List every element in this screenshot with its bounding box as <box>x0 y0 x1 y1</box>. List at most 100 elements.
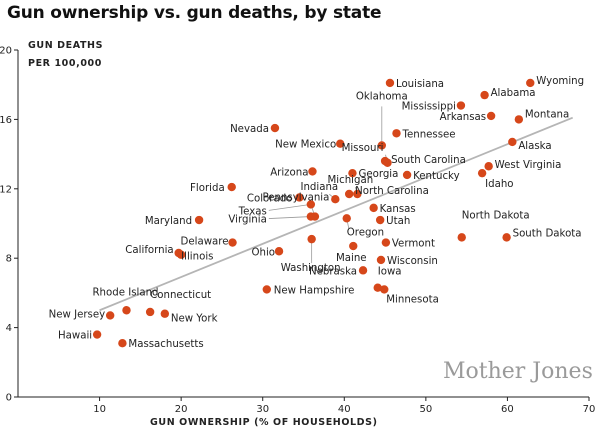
point-wisconsin <box>376 255 386 265</box>
y-tick-label: 4 <box>6 323 12 334</box>
point-arkansas <box>486 111 496 121</box>
point-texas <box>306 200 316 209</box>
label-massachusetts: Massachusetts <box>128 339 203 350</box>
leader-line-texas <box>268 204 311 211</box>
label-hawaii: Hawaii <box>58 331 92 342</box>
point-arizona <box>308 167 317 176</box>
label-west-virginia: West Virginia <box>495 160 562 171</box>
point-ohio <box>274 247 284 256</box>
label-tennessee: Tennessee <box>401 129 455 140</box>
point-oregon <box>342 214 351 223</box>
label-ohio: Ohio <box>251 247 275 258</box>
label-south-dakota: South Dakota <box>513 228 582 239</box>
point-illinois <box>176 250 186 259</box>
label-minnesota: Minnesota <box>386 294 439 305</box>
point-new-jersey <box>105 311 115 320</box>
point-new-york <box>160 309 170 318</box>
label-virginia: Virginia <box>228 215 266 226</box>
label-oregon: Oregon <box>347 227 384 238</box>
label-florida: Florida <box>190 183 225 194</box>
label-mississippi: Mississippi <box>402 102 456 113</box>
point-rhode-island <box>122 306 131 315</box>
point-south-carolina <box>380 156 390 166</box>
label-alaska: Alaska <box>518 141 551 152</box>
x-tick-label: 60 <box>501 404 514 415</box>
axes: 10 20 30 40 50 60 70 0 4 8 12 16 20 <box>0 46 595 416</box>
leader-line-virginia <box>268 216 311 219</box>
label-new-york: New York <box>171 314 218 325</box>
label-wyoming: Wyoming <box>536 76 584 87</box>
point-minnesota <box>380 285 389 294</box>
label-montana: Montana <box>525 109 569 120</box>
label-north-carolina: North Carolina <box>355 186 429 197</box>
label-new-jersey: New Jersey <box>49 309 106 320</box>
label-utah: Utah <box>386 216 410 227</box>
x-tick-label: 50 <box>419 404 432 415</box>
point-wyoming <box>526 78 535 88</box>
y-tick-label: 20 <box>0 46 12 57</box>
point-idaho <box>477 168 487 178</box>
point-massachusetts <box>118 339 127 348</box>
point-nevada <box>270 123 280 133</box>
y-tick-label: 12 <box>0 184 12 195</box>
point-mississippi <box>456 101 466 110</box>
x-tick-label: 40 <box>338 404 351 415</box>
x-tick-label: 10 <box>93 404 106 415</box>
mother-jones-logo: Mother Jones <box>443 359 593 384</box>
label-new-hampshire: New Hampshire <box>274 285 355 296</box>
y-tick-label: 0 <box>6 393 12 404</box>
label-rhode-island: Rhode Island <box>92 287 158 298</box>
point-indiana <box>331 195 340 204</box>
point-louisiana <box>385 78 395 88</box>
label-nevada: Nevada <box>230 124 269 135</box>
label-washington: Washington <box>281 263 341 274</box>
label-new-mexico: New Mexico <box>275 140 336 151</box>
label-kansas: Kansas <box>380 204 416 215</box>
point-kansas <box>369 203 378 213</box>
point-new-mexico <box>336 139 345 148</box>
point-connecticut <box>145 307 155 317</box>
point-maine <box>349 241 358 251</box>
point-florida <box>227 182 236 192</box>
label-illinois: Illinois <box>181 252 213 263</box>
label-connecticut: Connecticut <box>150 290 211 301</box>
label-oklahoma: Oklahoma <box>356 91 408 102</box>
label-maine: Maine <box>336 253 367 264</box>
point-montana <box>514 115 524 124</box>
point-oklahoma <box>377 141 387 150</box>
point-north-dakota <box>457 233 466 242</box>
label-south-carolina: South Carolina <box>391 155 466 166</box>
label-wisconsin: Wisconsin <box>387 256 438 267</box>
label-maryland: Maryland <box>145 216 192 227</box>
label-vermont: Vermont <box>392 239 435 250</box>
label-colorado: Colorado <box>247 193 293 204</box>
point-colorado <box>295 193 304 202</box>
label-kentucky: Kentucky <box>413 171 460 182</box>
label-alabama: Alabama <box>491 88 536 99</box>
point-nebraska <box>358 266 368 275</box>
point-kentucky <box>402 170 412 180</box>
label-georgia: Georgia <box>358 169 398 180</box>
data-points <box>92 78 535 348</box>
point-utah <box>375 215 385 225</box>
point-alaska <box>508 137 517 147</box>
x-tick-label: 70 <box>583 404 596 415</box>
point-maryland <box>194 215 204 225</box>
chart-title: Gun ownership vs. gun deaths, by state <box>7 3 382 23</box>
point-alabama <box>480 90 489 100</box>
label-pennsylvania: Pennsylvania <box>262 193 329 204</box>
point-south-dakota <box>502 233 511 242</box>
label-iowa: Iowa <box>378 267 402 278</box>
label-arizona: Arizona <box>270 167 308 178</box>
point-west-virginia <box>484 162 493 171</box>
label-california: California <box>125 245 173 256</box>
label-texas: Texas <box>238 206 267 217</box>
label-michigan: Michigan <box>327 175 373 186</box>
x-axis-label: GUN OWNERSHIP (% OF HOUSEHOLDS) <box>150 417 378 428</box>
trend-line <box>99 116 574 312</box>
point-delaware <box>228 238 237 247</box>
y-tick-label: 8 <box>6 254 12 265</box>
label-delaware: Delaware <box>181 237 229 248</box>
